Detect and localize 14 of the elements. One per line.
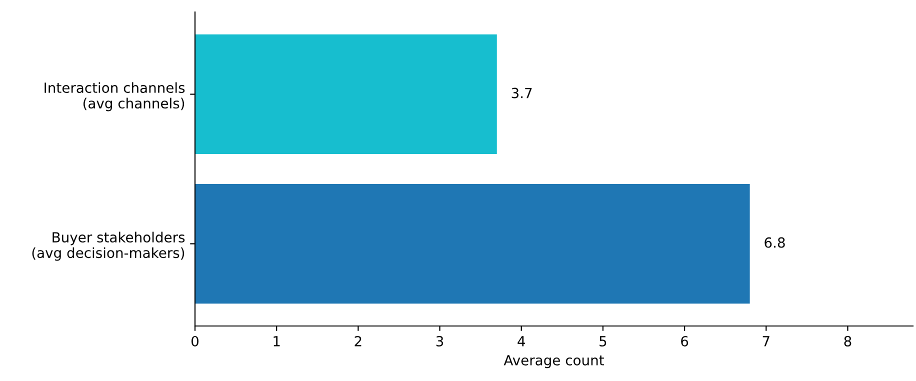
- y-tick-label: Interaction channels (avg channels): [44, 82, 185, 112]
- data-label: 3.7: [512, 88, 532, 98]
- x-tick-label: 1: [274, 336, 280, 346]
- data-label: 6.8: [764, 237, 785, 248]
- x-tick-label: 2: [354, 336, 362, 346]
- x-tick-label: 0: [191, 336, 198, 346]
- x-tick-label: 6: [681, 336, 688, 346]
- x-tick-label: 8: [844, 336, 852, 346]
- x-axis-title: Average count: [504, 355, 604, 368]
- x-tick-label: 5: [600, 336, 606, 346]
- y-tick-label: Buyer stakeholders (avg decision-makers): [32, 232, 185, 261]
- x-tick-label: 7: [762, 336, 770, 346]
- x-tick-label: 3: [436, 336, 444, 346]
- x-tick-label: 4: [518, 336, 526, 346]
